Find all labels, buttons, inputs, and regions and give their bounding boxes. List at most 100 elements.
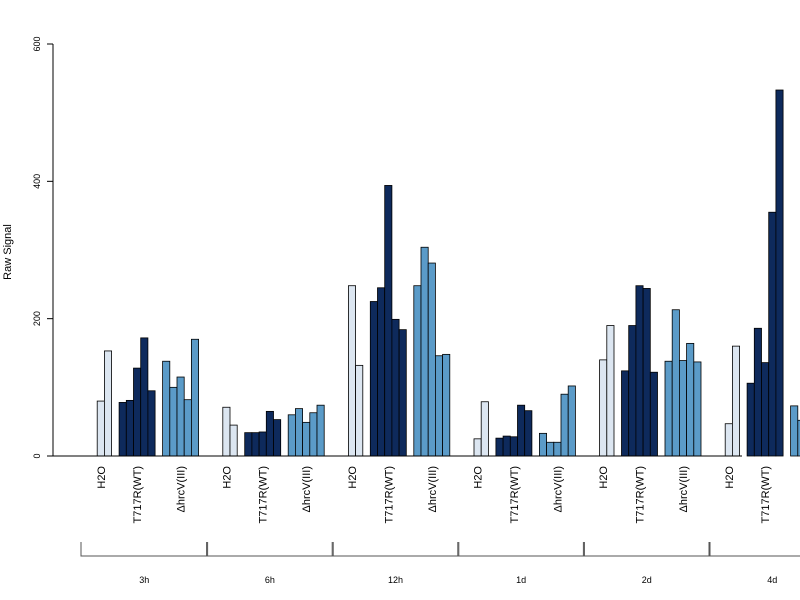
bar	[369, 301, 378, 457]
period-label: 4d	[767, 575, 777, 585]
category-label: H2O	[598, 466, 610, 489]
period-label: 1d	[516, 575, 526, 585]
group-labels: H2O T717R(WT) ΔhrcV(III) H2O T717R(WT) ΔhrcV(…	[96, 466, 772, 524]
bar	[524, 410, 533, 457]
bar	[775, 89, 784, 457]
bar	[391, 318, 400, 457]
bar	[427, 262, 436, 457]
bar	[679, 360, 688, 457]
bar	[693, 361, 702, 457]
category-label: H2O	[724, 466, 736, 489]
bar	[606, 325, 615, 457]
y-tick-label: 0	[32, 453, 42, 458]
bar	[790, 405, 799, 457]
bar	[183, 399, 192, 457]
period-bracket	[582, 542, 711, 557]
bar	[244, 432, 253, 457]
bar	[258, 431, 267, 457]
category-label: ΔhrcV(III)	[678, 466, 690, 512]
bar	[753, 327, 762, 457]
period-label: 12h	[388, 575, 403, 585]
bars	[96, 89, 800, 457]
category-label: H2O	[473, 466, 485, 489]
bar	[190, 338, 199, 457]
bar	[176, 376, 185, 457]
bar	[125, 399, 134, 457]
bar	[302, 421, 311, 457]
bar	[509, 436, 518, 457]
bar	[686, 342, 695, 457]
bar	[642, 288, 651, 457]
bar	[309, 412, 318, 457]
period-label: 3h	[139, 575, 149, 585]
bar	[355, 364, 364, 457]
bar	[398, 329, 407, 457]
bar	[517, 404, 526, 457]
period-brackets: 3h6h12h1d2d4d6d	[80, 542, 800, 585]
category-label: T717R(WT)	[383, 466, 395, 523]
bar	[480, 401, 489, 457]
bar	[473, 438, 482, 457]
bar	[222, 406, 231, 457]
bar	[377, 287, 386, 457]
y-tick-label: 200	[32, 311, 42, 326]
bar	[96, 400, 105, 457]
bar	[147, 390, 156, 457]
category-label: H2O	[347, 466, 359, 489]
bar	[746, 382, 755, 457]
bar	[664, 360, 673, 457]
period-bracket	[708, 542, 800, 557]
bar	[621, 370, 630, 457]
bar	[567, 385, 576, 457]
bar	[104, 350, 113, 457]
bar	[635, 285, 644, 457]
category-label: ΔhrcV(III)	[301, 466, 313, 512]
bar	[599, 359, 608, 457]
bar	[546, 441, 555, 457]
bar	[761, 362, 770, 457]
bar	[265, 410, 274, 457]
bar	[118, 402, 127, 457]
bar	[442, 353, 451, 457]
bar	[169, 386, 178, 457]
bar	[140, 337, 149, 457]
category-label: ΔhrcV(III)	[552, 466, 564, 512]
bar	[273, 419, 282, 457]
period-bracket	[80, 542, 209, 557]
category-label: H2O	[96, 466, 108, 489]
category-label: H2O	[221, 466, 233, 489]
bar	[560, 393, 569, 457]
period-bracket	[331, 542, 460, 557]
y-tick-label: 600	[32, 36, 42, 51]
period-bracket	[206, 542, 334, 557]
bar	[251, 432, 260, 457]
period-label: 6h	[265, 575, 275, 585]
category-label: ΔhrcV(III)	[427, 466, 439, 512]
category-label: T717R(WT)	[760, 466, 772, 523]
bar	[649, 371, 658, 457]
bar	[553, 441, 562, 457]
bar	[294, 408, 303, 457]
bar	[420, 246, 429, 457]
y-tick-label: 400	[32, 174, 42, 189]
bar	[671, 309, 680, 457]
category-label: T717R(WT)	[509, 466, 521, 523]
category-label: T717R(WT)	[258, 466, 270, 523]
bar	[495, 437, 504, 457]
category-label: ΔhrcV(III)	[176, 466, 188, 512]
bar	[229, 424, 238, 457]
category-label: T717R(WT)	[132, 466, 144, 523]
y-axis-title: Raw Signal	[2, 224, 14, 280]
bar	[133, 367, 142, 457]
period-label: 2d	[642, 575, 652, 585]
bar	[434, 355, 443, 457]
bar	[162, 360, 171, 457]
bar	[316, 404, 325, 457]
bar	[797, 419, 800, 457]
category-label: T717R(WT)	[635, 466, 647, 523]
bar	[732, 345, 741, 457]
y-axis: 0 200 400 600	[32, 36, 54, 459]
bar	[287, 414, 296, 457]
